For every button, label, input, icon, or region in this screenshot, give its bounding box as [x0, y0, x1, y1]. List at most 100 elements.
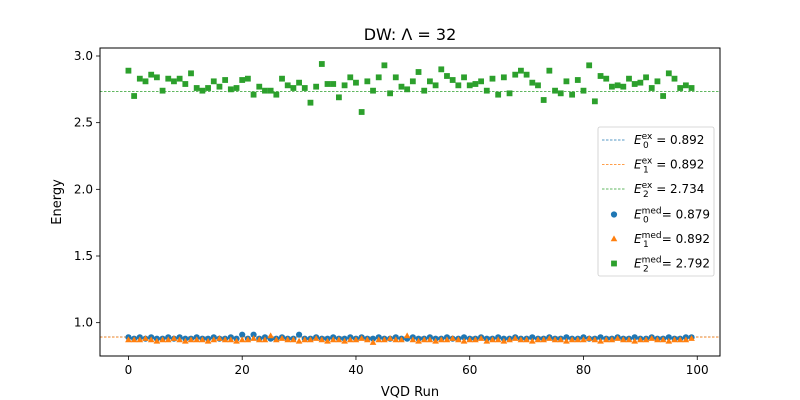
- data-point-e2-run-97: [677, 85, 684, 91]
- data-point-e1-run-36: [329, 336, 337, 343]
- data-point-e1-run-60: [466, 336, 474, 343]
- data-point-e1-run-84: [602, 336, 610, 343]
- data-point-e2-run-11: [188, 70, 194, 77]
- data-point-e2-run-7: [165, 75, 172, 82]
- data-point-e2-run-98: [682, 82, 689, 89]
- data-point-e1-run-91: [642, 336, 650, 343]
- data-point-e2-run-33: [313, 83, 320, 90]
- data-point-e2-run-47: [392, 74, 399, 81]
- data-point-e1-run-69: [517, 336, 525, 343]
- y-axis-label: Energy: [50, 179, 65, 225]
- data-point-e2-run-55: [438, 66, 445, 73]
- data-point-e0-run-89: [631, 334, 638, 341]
- data-point-e1-run-26: [273, 336, 280, 343]
- data-point-e2-run-44: [375, 74, 382, 81]
- data-point-e1-run-77: [563, 337, 570, 344]
- data-point-e1-run-58: [455, 336, 462, 343]
- data-point-e2-run-85: [609, 83, 615, 90]
- data-point-e2-run-94: [660, 93, 667, 99]
- data-point-e2-run-36: [330, 81, 337, 87]
- data-point-e0-run-30: [295, 331, 303, 338]
- data-point-e1-run-42: [364, 336, 371, 343]
- data-point-e2-run-59: [461, 74, 467, 81]
- data-point-e1-run-32: [307, 336, 314, 343]
- data-point-e2-run-37: [335, 94, 342, 101]
- data-point-e1-run-71: [528, 337, 536, 344]
- data-point-e2-run-67: [506, 90, 513, 97]
- data-point-e2-run-71: [529, 79, 536, 86]
- data-point-e1-run-65: [494, 336, 502, 343]
- data-point-e1-run-55: [437, 336, 445, 343]
- data-point-e1-run-21: [244, 336, 252, 343]
- data-point-e1-run-86: [614, 335, 621, 341]
- data-point-e0-run-59: [460, 334, 468, 341]
- data-point-e2-run-16: [216, 83, 223, 90]
- data-point-e2-run-49: [404, 86, 411, 93]
- data-point-e1-run-40: [352, 336, 360, 343]
- data-point-e1-run-18: [227, 336, 235, 343]
- data-point-e2-run-27: [279, 75, 285, 82]
- data-point-e1-run-34: [318, 336, 326, 343]
- y-tick-label-1: 1.0: [74, 316, 93, 330]
- data-point-e1-run-53: [426, 336, 434, 343]
- data-point-e1-run-2: [136, 336, 144, 343]
- data-point-e2-run-57: [449, 77, 456, 83]
- data-point-e1-run-24: [261, 336, 269, 343]
- data-point-e1-run-75: [551, 336, 559, 343]
- legend-box: [597, 126, 715, 277]
- data-point-e1-run-15: [210, 336, 218, 343]
- data-point-e1-run-44: [375, 336, 383, 343]
- chart-title: DW: Λ = 32: [364, 25, 457, 44]
- data-point-e2-run-62: [478, 78, 485, 85]
- data-point-e1-run-35: [324, 337, 331, 344]
- data-point-e2-run-91: [643, 74, 649, 81]
- data-point-e2-run-38: [341, 82, 348, 89]
- data-point-e2-run-40: [353, 79, 359, 86]
- data-point-e2-run-52: [421, 87, 428, 94]
- data-point-e1-run-29: [290, 336, 297, 343]
- data-point-e2-run-14: [205, 85, 211, 91]
- data-point-e1-run-97: [676, 336, 684, 343]
- data-point-e2-run-13: [199, 87, 206, 94]
- data-point-e1-run-27: [278, 335, 286, 341]
- data-point-e2-run-92: [648, 85, 655, 91]
- data-point-e1-run-78: [568, 336, 576, 343]
- data-point-e2-run-30: [296, 79, 302, 86]
- data-point-e1-run-96: [671, 336, 678, 343]
- y-tick-label-2.5: 2.5: [74, 116, 93, 130]
- data-point-e2-run-81: [586, 62, 593, 69]
- data-point-e2-run-32: [307, 99, 314, 106]
- data-point-e1-run-31: [301, 336, 309, 343]
- data-point-e2-run-88: [626, 75, 632, 82]
- legend-swatch-e1-median: [610, 235, 618, 242]
- data-point-e1-run-68: [511, 335, 519, 341]
- data-point-e0-run-71: [529, 334, 536, 341]
- data-point-e2-run-77: [563, 78, 570, 85]
- data-point-e2-run-56: [444, 73, 450, 79]
- data-point-e2-run-3: [142, 78, 149, 85]
- data-point-e1-run-5: [153, 337, 161, 344]
- data-point-e0-run-77: [563, 334, 570, 341]
- data-point-e2-run-15: [210, 78, 217, 85]
- x-tick-label-20: 20: [235, 363, 250, 377]
- data-point-e2-run-76: [557, 90, 564, 97]
- data-point-e1-run-54: [432, 337, 439, 344]
- data-point-e2-run-23: [256, 83, 263, 90]
- data-point-e2-run-12: [193, 85, 200, 91]
- data-point-e1-run-10: [182, 337, 189, 344]
- data-point-e1-run-83: [597, 337, 604, 344]
- data-point-e2-run-80: [580, 87, 587, 94]
- data-point-e1-run-14: [204, 337, 212, 344]
- data-point-e1-run-13: [199, 336, 206, 343]
- data-point-e2-run-90: [637, 79, 644, 86]
- data-point-e2-run-95: [665, 70, 672, 77]
- data-point-e2-run-4: [148, 71, 155, 78]
- data-point-e1-run-33: [312, 335, 320, 341]
- legend-label-e1-exact: Eex 1 = 0.892: [634, 157, 704, 176]
- data-point-e1-run-67: [506, 336, 513, 343]
- data-point-e2-run-93: [654, 78, 661, 85]
- legend-label-e2-median: Emed 2 = 2.792: [634, 256, 710, 275]
- data-point-e2-run-0: [125, 67, 132, 74]
- data-point-e2-run-25: [267, 87, 274, 94]
- data-point-e1-run-81: [585, 335, 593, 341]
